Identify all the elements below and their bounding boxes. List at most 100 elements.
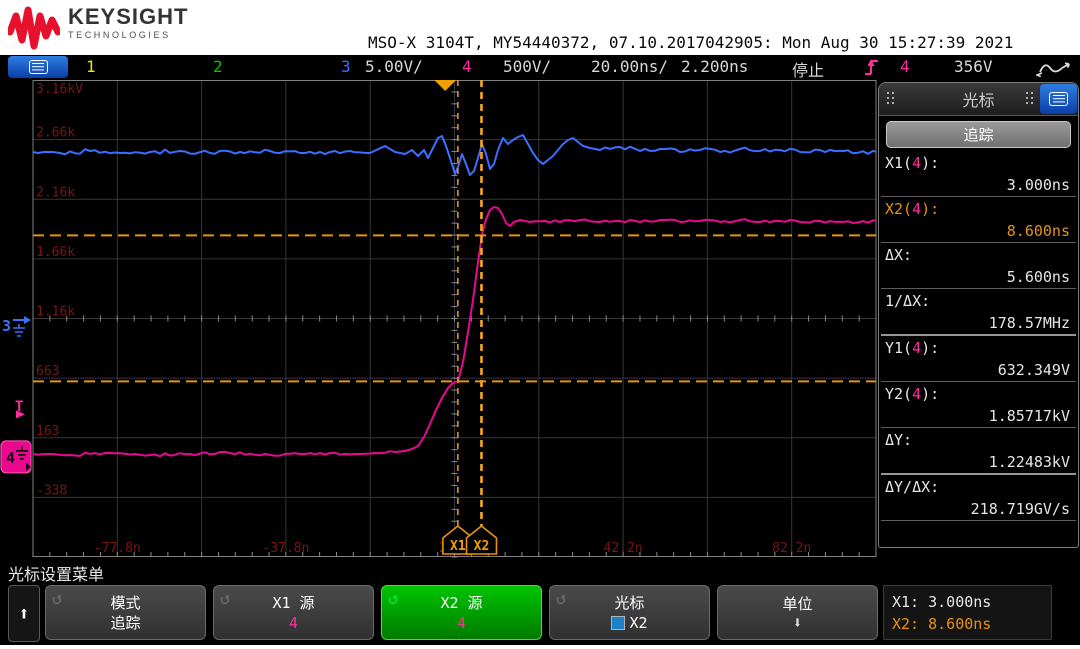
checkbox-icon bbox=[611, 615, 626, 630]
softkey-row: ↺ 模式 追踪 ↺ X1 源 4 ↺ X2 源 4 ↺ 光标 X2 单位 ⬇ bbox=[45, 585, 878, 640]
readout-value: 632.349V bbox=[997, 361, 1070, 379]
v-axis-label: 2.66k bbox=[36, 126, 75, 141]
drag-grip-icon[interactable] bbox=[1026, 92, 1034, 106]
track-mode-button[interactable]: 追踪 bbox=[886, 121, 1071, 148]
channel3-ground-marker[interactable]: 3 bbox=[2, 316, 31, 337]
cursor-flag-label: X1 bbox=[450, 539, 466, 554]
svg-text:4: 4 bbox=[6, 449, 15, 467]
v-axis-label: 663 bbox=[36, 364, 59, 379]
softkey-bottom-label: 追踪 bbox=[110, 613, 141, 632]
brand-name: KEYSIGHT bbox=[68, 4, 189, 29]
separator bbox=[881, 520, 1076, 521]
timebase-scale[interactable]: 20.00ns/ bbox=[591, 57, 669, 76]
trigger-level[interactable]: 356V bbox=[954, 57, 993, 76]
separator bbox=[881, 242, 1076, 243]
cursor-info-box: X1: 3.000ns X2: 8.600ns bbox=[883, 585, 1052, 640]
horizontal-navigate-icon[interactable] bbox=[1036, 59, 1074, 77]
v-axis-label: 3.16kV bbox=[36, 82, 83, 97]
channel2-button[interactable]: 2 bbox=[213, 57, 223, 76]
readout-label: ΔY: bbox=[885, 431, 913, 449]
separator bbox=[881, 427, 1076, 428]
v-axis-label: 2.16k bbox=[36, 185, 75, 200]
main-menu-button[interactable] bbox=[8, 56, 68, 78]
readout-label: ΔY/ΔX: bbox=[885, 478, 940, 496]
trigger-level-marker[interactable]: T bbox=[15, 399, 25, 419]
readout-value: 5.600ns bbox=[1006, 268, 1070, 286]
up-arrow-icon: ⬆ bbox=[18, 602, 30, 625]
hamburger-icon bbox=[1049, 92, 1068, 106]
header: KEYSIGHT TECHNOLOGIES MSO-X 3104T, MY544… bbox=[0, 0, 1080, 55]
cursor-panel: 光标 追踪 X1(4): 3.000ns X2(4): 8.600ns ΔX: 5.600… bbox=[878, 82, 1079, 548]
readout-value: 8.600ns bbox=[1006, 222, 1070, 240]
svg-text:T: T bbox=[15, 399, 23, 415]
softkey-bottom-label: 4 bbox=[456, 613, 467, 632]
channel3-scale[interactable]: 5.00V/ bbox=[365, 57, 423, 76]
rotate-knob-icon: ↺ bbox=[220, 589, 231, 609]
softkey-top-label: 单位 bbox=[782, 594, 813, 613]
timebase-delay[interactable]: 2.200ns bbox=[681, 57, 749, 76]
rotate-knob-icon: ↺ bbox=[52, 589, 63, 609]
graticule bbox=[32, 80, 877, 558]
cursor-readouts: X1(4): 3.000ns X2(4): 8.600ns ΔX: 5.600ns 1/ΔX… bbox=[879, 151, 1078, 521]
scope-screen: 1 2 3 5.00V/ 4 500V/ 20.00ns/ 2.200ns 停止… bbox=[0, 55, 1080, 645]
softkey-cursor[interactable]: ↺ 光标 X2 bbox=[549, 585, 710, 640]
separator bbox=[881, 196, 1076, 197]
rotate-knob-icon: ↺ bbox=[556, 589, 567, 609]
softkey-top-label: X1 源 bbox=[272, 593, 315, 612]
channel4-ground-marker[interactable]: 4 bbox=[0, 440, 32, 474]
separator bbox=[881, 288, 1076, 289]
trigger-time-marker[interactable] bbox=[434, 80, 457, 91]
readout-label: X2(4): bbox=[885, 200, 940, 218]
trigger-source[interactable]: 4 bbox=[900, 57, 910, 76]
t-axis-label: 42.2n bbox=[604, 541, 643, 556]
softkey-top-label: 光标 bbox=[614, 593, 645, 612]
separator bbox=[881, 381, 1076, 382]
readout-label: Y1(4): bbox=[885, 339, 940, 357]
info-x2: X2: 8.600ns bbox=[892, 615, 992, 633]
v-axis-label: 163 bbox=[36, 424, 59, 439]
v-axis-label: -338 bbox=[36, 483, 67, 498]
rotate-knob-icon: ↺ bbox=[388, 589, 399, 609]
channel3-button[interactable]: 3 bbox=[341, 57, 351, 76]
cursor-flag-x2[interactable]: X2 bbox=[465, 524, 498, 555]
info-x1: X1: 3.000ns bbox=[892, 593, 992, 611]
keysight-waveform-icon bbox=[8, 6, 60, 50]
hamburger-icon bbox=[28, 60, 48, 74]
waveform-display: 3.16kV 2.66k 2.16k 1.66k 1.16k 663 163 -338 -77.… bbox=[0, 80, 877, 558]
cursor-panel-menu-button[interactable] bbox=[1040, 84, 1077, 114]
edge-trigger-icon bbox=[865, 59, 878, 75]
separator bbox=[881, 473, 1076, 475]
menu-back-button[interactable]: ⬆ bbox=[8, 585, 40, 642]
softkey-mode[interactable]: ↺ 模式 追踪 bbox=[45, 585, 206, 640]
keysight-logo: KEYSIGHT TECHNOLOGIES bbox=[8, 6, 188, 50]
readout-label: ΔX: bbox=[885, 246, 913, 264]
readout-label: Y2(4): bbox=[885, 385, 940, 403]
cursor-panel-title: 光标 bbox=[962, 91, 995, 110]
ch3-trace bbox=[32, 134, 877, 176]
separator bbox=[881, 334, 1076, 336]
svg-text:3: 3 bbox=[2, 317, 11, 335]
softkey-bottom-label: 4 bbox=[288, 613, 299, 632]
softkey-menu-title: 光标设置菜单 bbox=[8, 565, 105, 584]
readout-value: 3.000ns bbox=[1006, 176, 1070, 194]
channel1-button[interactable]: 1 bbox=[86, 57, 96, 76]
cursor-panel-titlebar[interactable]: 光标 bbox=[879, 83, 1078, 116]
channel4-button[interactable]: 4 bbox=[462, 57, 472, 76]
channel4-scale[interactable]: 500V/ bbox=[503, 57, 552, 76]
readout-value: 1.85717kV bbox=[988, 407, 1070, 425]
readout-value: 178.57MHz bbox=[988, 314, 1070, 332]
softkey-top-label: X2 源 bbox=[440, 593, 483, 612]
v-axis-label: 1.16k bbox=[36, 305, 75, 320]
ch4-trace bbox=[32, 206, 877, 458]
readout-label: X1(4): bbox=[885, 154, 940, 172]
softkey-bottom-label: ⬇ bbox=[792, 612, 803, 632]
v-axis-label: 1.66k bbox=[36, 245, 75, 260]
drag-grip-icon[interactable] bbox=[887, 92, 895, 106]
brand-subtitle: TECHNOLOGIES bbox=[68, 30, 171, 40]
softkey-top-label: 模式 bbox=[110, 593, 141, 612]
down-arrow-icon: ⬇ bbox=[792, 612, 803, 632]
softkey-units[interactable]: 单位 ⬇ bbox=[717, 585, 878, 640]
